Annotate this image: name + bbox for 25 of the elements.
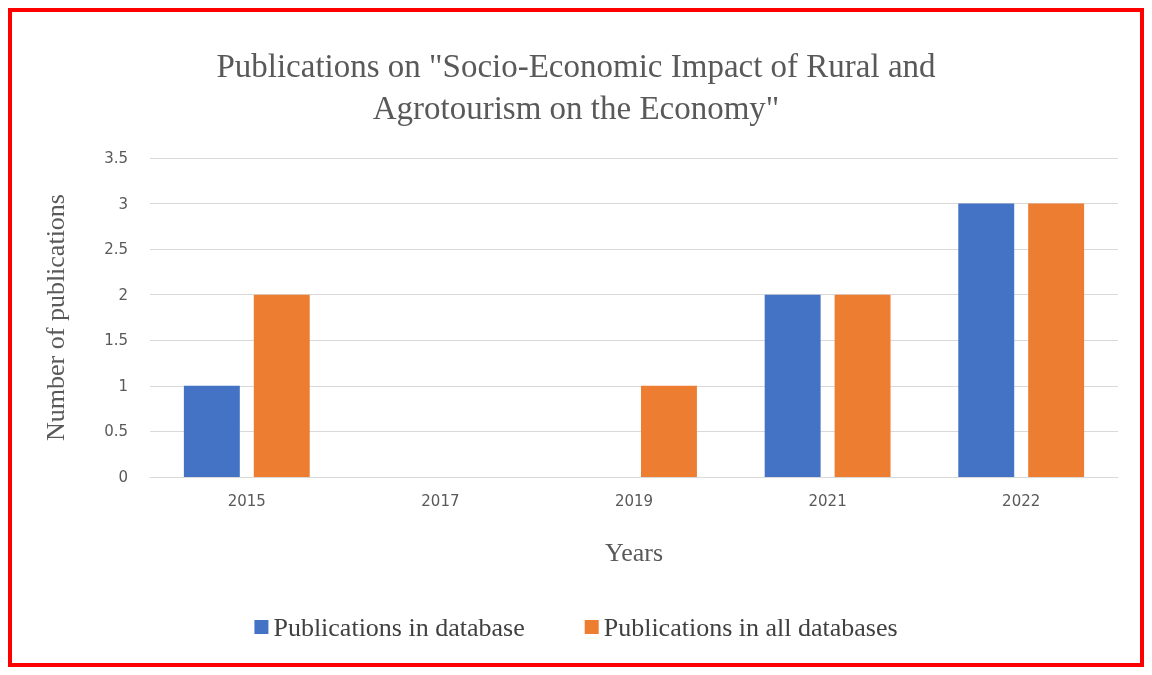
x-tick-label: 2015 [227,491,266,510]
x-tick-label: 2021 [808,491,847,510]
bar [958,203,1015,477]
x-tick-label: 2019 [614,491,654,510]
bar [764,294,821,477]
x-axis-title: Years [604,537,664,567]
y-tick-label: 3 [118,194,128,213]
bar [834,294,891,477]
x-tick-label: 2022 [1002,491,1041,510]
y-tick-label: 0.5 [104,422,128,441]
bar [183,385,240,477]
bar [640,385,697,477]
bar [1028,203,1085,477]
y-tick-label: 3.5 [104,149,128,167]
y-tick-label: 1 [118,376,128,395]
y-tick-label: 2 [118,285,128,304]
chart-title: Publications on "Socio-Economic Impact of Rural and Agrotourism on the Economy" [216,48,937,126]
x-tick-label: 2017 [421,491,460,510]
y-tick-label: 2.5 [104,240,128,259]
y-axis-title: Number of publications [40,194,70,441]
legend-label: Publications in all databases [603,612,898,642]
bar [253,294,310,477]
y-tick-label: 1.5 [104,331,128,350]
y-tick-label: 0 [118,468,128,486]
legend-label: Publications in database [273,612,525,642]
